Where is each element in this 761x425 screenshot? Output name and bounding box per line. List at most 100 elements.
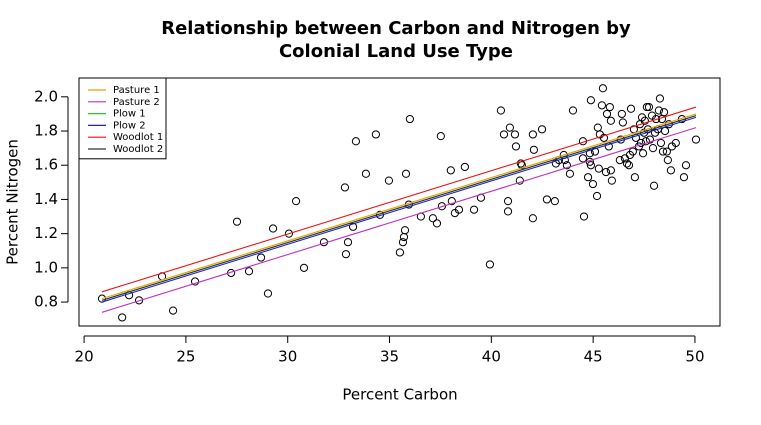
point — [594, 164, 603, 173]
point — [284, 229, 294, 238]
point — [263, 289, 273, 298]
point — [624, 161, 634, 170]
point — [469, 205, 479, 214]
x-tick-label: 30 — [278, 348, 297, 366]
point — [691, 135, 701, 144]
point — [618, 118, 627, 127]
point — [454, 205, 464, 214]
point — [622, 159, 632, 168]
legend-label: Woodlot 1 — [113, 132, 163, 143]
point — [447, 197, 456, 206]
point — [636, 138, 646, 148]
x-tick-label: 50 — [685, 348, 704, 366]
x-tick-label: 35 — [380, 348, 399, 366]
point — [586, 161, 596, 170]
y-tick-label: 1.0 — [34, 258, 58, 276]
point — [348, 222, 358, 231]
point — [626, 104, 636, 113]
point — [588, 179, 598, 189]
point — [437, 202, 446, 211]
point — [617, 109, 626, 119]
point — [400, 226, 410, 235]
point — [658, 147, 668, 156]
chart-title: Relationship between Carbon and Nitrogen… — [161, 18, 631, 39]
point — [405, 114, 414, 124]
point — [341, 250, 351, 259]
point — [256, 253, 266, 262]
point — [578, 154, 588, 163]
point — [436, 132, 445, 141]
point — [592, 191, 602, 201]
point — [606, 166, 615, 175]
point — [537, 125, 547, 134]
point — [602, 109, 612, 119]
point — [651, 114, 661, 124]
point — [401, 169, 411, 178]
point — [232, 217, 242, 226]
point — [605, 102, 614, 112]
point — [659, 108, 669, 117]
point — [662, 147, 671, 156]
point — [399, 232, 409, 242]
point — [607, 176, 616, 185]
point — [648, 144, 658, 153]
point — [516, 159, 525, 168]
point — [503, 207, 513, 216]
point — [97, 294, 107, 303]
point — [528, 214, 537, 223]
point — [562, 161, 571, 170]
x-tick-label: 20 — [75, 348, 94, 366]
point — [268, 224, 278, 233]
x-tick-label: 45 — [584, 348, 603, 366]
point — [460, 162, 469, 172]
point — [599, 133, 609, 142]
point — [585, 149, 594, 158]
point — [666, 166, 676, 175]
point — [641, 137, 650, 146]
point — [510, 130, 520, 139]
fit-line — [101, 127, 697, 313]
point — [654, 106, 664, 115]
point — [550, 197, 559, 206]
point — [343, 238, 353, 247]
legend-label: Woodlot 2 — [113, 144, 163, 155]
y-tick-label: 2.0 — [34, 87, 58, 105]
point — [529, 145, 538, 154]
point — [586, 96, 596, 105]
point — [681, 161, 691, 170]
point — [503, 197, 513, 206]
point — [649, 181, 659, 190]
point — [615, 155, 624, 165]
fit-line — [101, 116, 697, 303]
point — [118, 313, 127, 322]
point — [371, 130, 380, 139]
point — [630, 173, 639, 182]
point — [579, 212, 589, 221]
point — [598, 84, 608, 93]
point — [568, 106, 578, 115]
fit-line — [101, 106, 697, 293]
point — [351, 137, 361, 146]
y-tick-label: 1.6 — [34, 156, 58, 174]
x-axis-label: Percent Carbon — [342, 386, 457, 404]
point — [361, 169, 371, 178]
point — [511, 142, 521, 151]
point — [628, 147, 637, 156]
y-tick-label: 0.8 — [34, 293, 58, 311]
y-tick-label: 1.2 — [34, 224, 58, 242]
point — [679, 173, 689, 182]
point — [663, 155, 672, 165]
point — [485, 260, 495, 269]
point — [190, 277, 200, 286]
point — [515, 176, 524, 185]
point — [499, 130, 509, 139]
y-axis-label: Percent Nitrogen — [4, 139, 22, 265]
point — [432, 219, 442, 228]
point — [565, 169, 575, 178]
point — [340, 183, 350, 192]
legend-label: Pasture 1 — [113, 85, 160, 96]
x-tick-label: 25 — [176, 348, 195, 366]
legend-box — [78, 77, 167, 160]
